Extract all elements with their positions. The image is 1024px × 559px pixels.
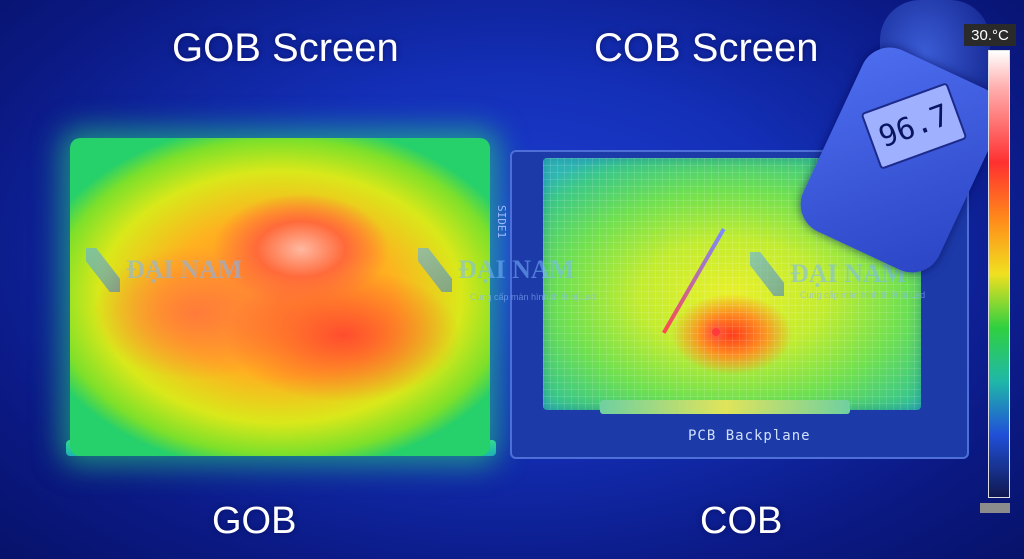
watermark-center: ĐẠI NAM <box>418 248 574 292</box>
watermark-tagline-center: Cung cấp màn hình thiết bị Led <box>470 292 596 302</box>
gob-label: GOB <box>212 500 297 542</box>
gob-panel-thermal <box>70 138 490 456</box>
brand-logo-icon <box>86 248 120 292</box>
watermark-brand: ĐẠI NAM <box>458 255 575 284</box>
cob-label: COB <box>700 500 783 542</box>
temperature-color-scale <box>988 50 1010 498</box>
pcb-backplane-label: PCB Backplane <box>688 428 811 444</box>
brand-logo-icon <box>418 248 452 292</box>
brand-logo-icon <box>750 252 784 296</box>
probe-tip-hotspot <box>712 328 720 336</box>
cob-connector-strip <box>600 400 850 414</box>
pcb-side-label: SIDE1 <box>495 205 508 239</box>
gob-screen-title: GOB Screen <box>172 26 399 70</box>
watermark-tagline-right: Cung cấp màn hình thiết bị Led <box>800 290 926 300</box>
watermark-brand: ĐẠI NAM <box>126 255 243 284</box>
scale-min-marker <box>980 503 1010 513</box>
watermark-left: ĐẠI NAM <box>86 248 242 292</box>
scale-max-label: 30.°C <box>964 24 1016 46</box>
cob-screen-title: COB Screen <box>594 26 819 70</box>
